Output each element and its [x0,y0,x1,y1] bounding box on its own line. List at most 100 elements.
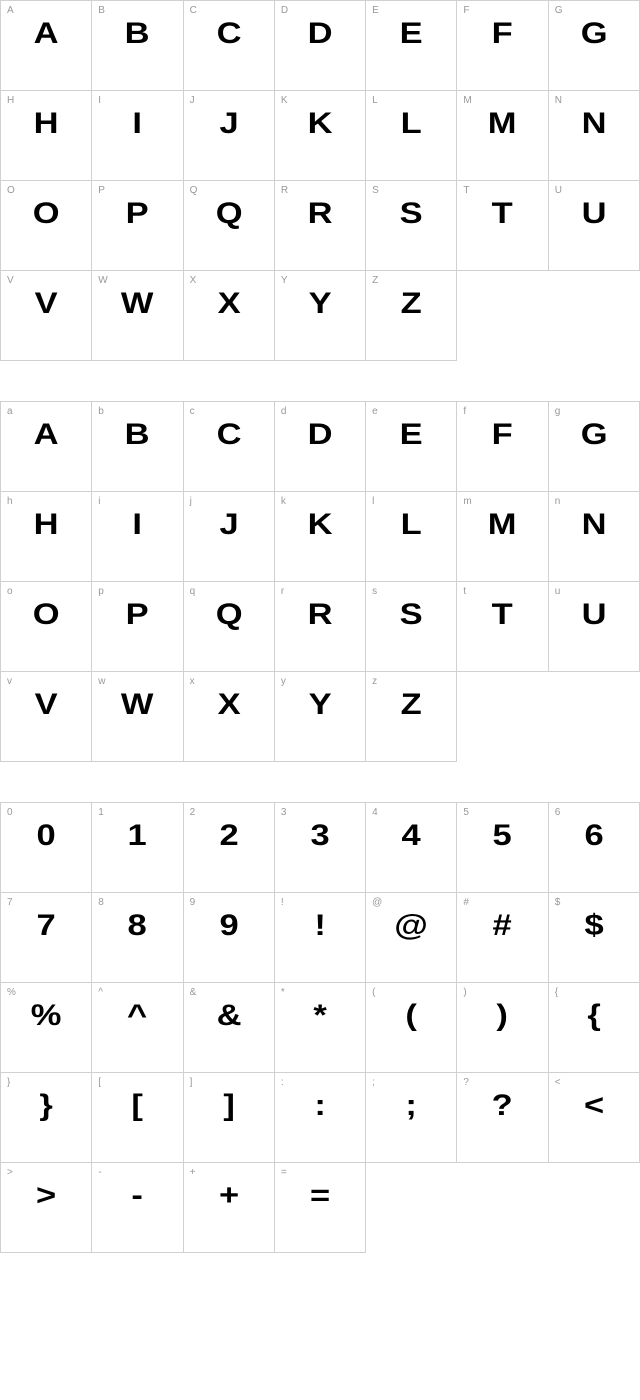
section-numbers-symbols: 00112233445566778899!!@@##$$%%^^&&**(())… [0,802,640,1253]
glyph-cell: (( [366,983,457,1073]
cell-label: Z [372,275,378,286]
glyph-cell: cC [184,402,275,492]
glyph-cell: >> [1,1163,92,1253]
cell-glyph: R [268,199,372,229]
glyph-cell: aA [1,402,92,492]
cell-label: u [555,586,561,597]
glyph-grid: aAbBcCdDeEfFgGhHiIjJkKlLmMnNoOpPqQrRsStT… [0,401,640,762]
cell-glyph: T [451,199,555,229]
empty-cell [457,271,548,361]
cell-glyph: Z [359,289,463,319]
cell-label: W [98,275,107,286]
cell-glyph: P [86,199,190,229]
cell-label: h [7,496,13,507]
glyph-cell: OO [1,181,92,271]
cell-label: * [281,987,285,998]
glyph-cell: yY [275,672,366,762]
glyph-cell: 88 [92,893,183,983]
glyph-cell: rR [275,582,366,672]
glyph-grid: AABBCCDDEEFFGGHHIIJJKKLLMMNNOOPPQQRRSSTT… [0,0,640,361]
cell-label: : [281,1077,284,1088]
cell-label: G [555,5,563,16]
cell-glyph: 8 [86,911,190,941]
cell-glyph: 6 [542,821,640,851]
cell-label: j [190,496,192,507]
glyph-cell: ++ [184,1163,275,1253]
cell-label: D [281,5,288,16]
cell-glyph: L [359,109,463,139]
cell-label: 4 [372,807,378,818]
glyph-cell: && [184,983,275,1073]
cell-label: ] [190,1077,193,1088]
glyph-cell: EE [366,1,457,91]
glyph-cell: wW [92,672,183,762]
cell-label: F [463,5,469,16]
glyph-cell: uU [549,582,640,672]
cell-label: k [281,496,286,507]
cell-label: i [98,496,100,507]
cell-glyph: 5 [451,821,555,851]
glyph-cell: eE [366,402,457,492]
empty-cell [366,1163,457,1253]
empty-cell [549,672,640,762]
cell-label: ! [281,897,284,908]
cell-glyph: - [86,1181,190,1211]
glyph-cell: << [549,1073,640,1163]
cell-label: % [7,987,16,998]
glyph-cell: fF [457,402,548,492]
cell-label: P [98,185,105,196]
cell-label: 0 [7,807,13,818]
glyph-cell: qQ [184,582,275,672]
cell-glyph: } [0,1091,98,1121]
cell-glyph: F [451,420,555,450]
cell-label: 8 [98,897,104,908]
cell-glyph: $ [542,911,640,941]
cell-glyph: D [268,19,372,49]
glyph-cell: dD [275,402,366,492]
empty-cell [549,271,640,361]
cell-label: z [372,676,377,687]
glyph-cell: }} [1,1073,92,1163]
glyph-cell: :: [275,1073,366,1163]
glyph-cell: hH [1,492,92,582]
cell-label: p [98,586,104,597]
cell-glyph: < [542,1091,640,1121]
glyph-cell: CC [184,1,275,91]
cell-glyph: 0 [0,821,98,851]
cell-label: d [281,406,287,417]
cell-glyph: A [0,420,98,450]
empty-cell [549,1163,640,1253]
cell-label: R [281,185,288,196]
glyph-cell: 00 [1,803,92,893]
cell-glyph: O [0,199,98,229]
cell-label: r [281,586,284,597]
cell-glyph: 3 [268,821,372,851]
cell-glyph: S [359,600,463,630]
glyph-cell: QQ [184,181,275,271]
cell-glyph: X [177,289,281,319]
cell-glyph: @ [359,911,463,941]
cell-glyph: X [177,690,281,720]
cell-glyph: P [86,600,190,630]
glyph-cell: ;; [366,1073,457,1163]
cell-glyph: E [359,420,463,450]
glyph-cell: UU [549,181,640,271]
glyph-cell: WW [92,271,183,361]
cell-glyph: 1 [86,821,190,851]
cell-glyph: & [177,1001,281,1031]
cell-glyph: K [268,109,372,139]
cell-label: 6 [555,807,561,818]
cell-glyph: W [86,289,190,319]
cell-label: U [555,185,562,196]
glyph-cell: TT [457,181,548,271]
cell-label: A [7,5,14,16]
glyph-cell: XX [184,271,275,361]
cell-label: K [281,95,288,106]
cell-label: 7 [7,897,13,908]
cell-label: v [7,676,12,687]
cell-label: w [98,676,105,687]
cell-glyph: H [0,510,98,540]
cell-glyph: Y [268,690,372,720]
glyph-cell: 55 [457,803,548,893]
cell-glyph: L [359,510,463,540]
